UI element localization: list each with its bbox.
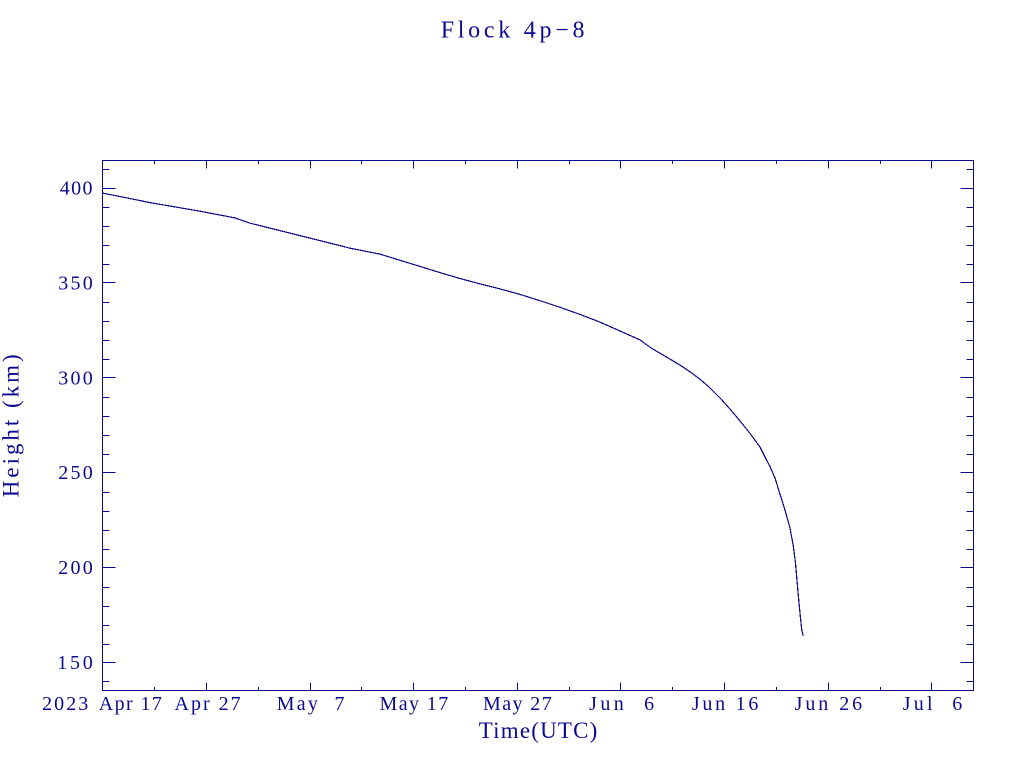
svg-text:200: 200 xyxy=(58,557,95,579)
svg-text:350: 350 xyxy=(58,272,95,294)
svg-text:300: 300 xyxy=(58,367,95,389)
svg-text:May 17: May 17 xyxy=(380,693,450,715)
svg-text:2023: 2023 xyxy=(42,693,90,715)
svg-text:Height (km): Height (km) xyxy=(0,351,24,497)
svg-text:Jun 16: Jun 16 xyxy=(692,693,761,715)
svg-text:Apr 27: Apr 27 xyxy=(175,693,243,715)
svg-text:400: 400 xyxy=(60,178,94,200)
svg-text:Jun 26: Jun 26 xyxy=(795,693,866,715)
svg-text:250: 250 xyxy=(58,462,95,484)
svg-text:May 7: May 7 xyxy=(277,693,347,715)
svg-text:May 27: May 27 xyxy=(483,693,553,715)
svg-text:Time(UTC): Time(UTC) xyxy=(479,718,599,743)
svg-text:Apr 17: Apr 17 xyxy=(99,693,164,715)
svg-text:Flock 4p−8: Flock 4p−8 xyxy=(441,17,589,43)
svg-text:Jul 6: Jul 6 xyxy=(903,693,966,715)
svg-text:150: 150 xyxy=(57,652,95,674)
svg-text:Jun 6: Jun 6 xyxy=(589,693,657,715)
